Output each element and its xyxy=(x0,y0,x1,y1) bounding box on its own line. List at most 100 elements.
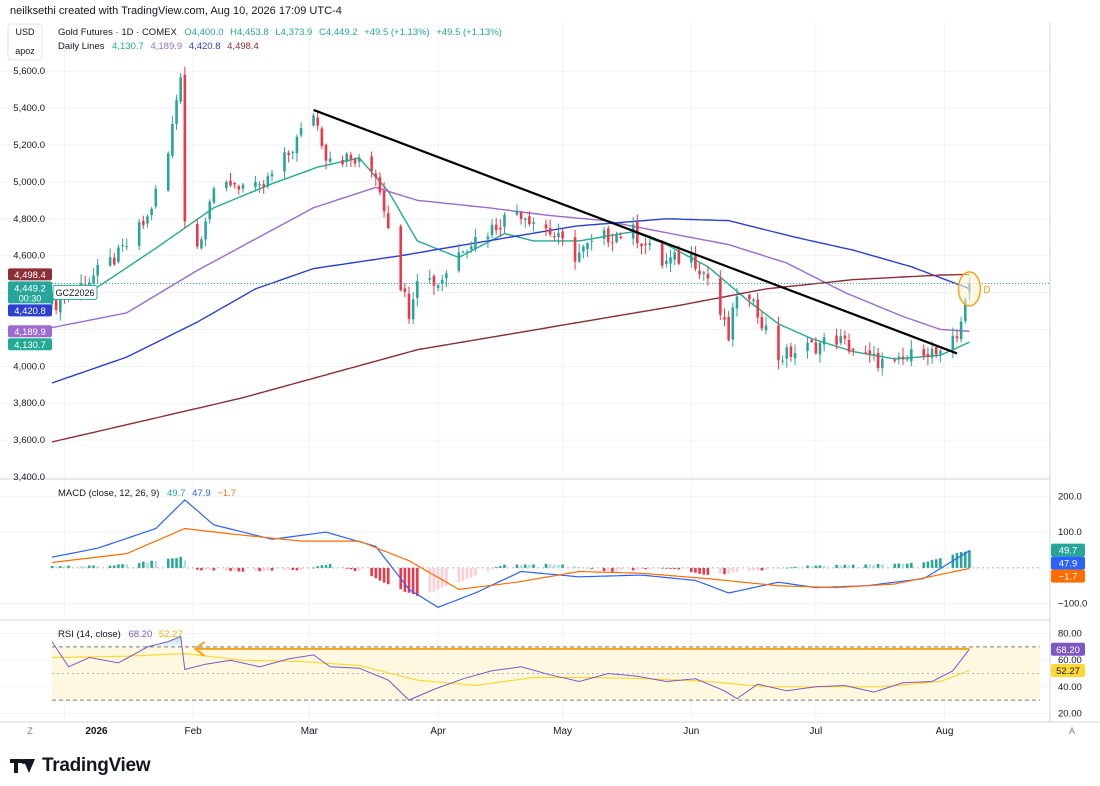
candle-body xyxy=(777,325,780,361)
price-tick-label: 5,400.0 xyxy=(13,103,45,114)
candle-body xyxy=(166,153,170,191)
rsi-legend-label: RSI (14, close) xyxy=(58,629,121,640)
candle-body xyxy=(117,247,120,263)
rsi-tags: 68.20 52.27 xyxy=(1051,642,1085,677)
candle-body xyxy=(897,356,901,360)
macd-histogram-bar xyxy=(677,567,681,570)
candle-body xyxy=(108,257,112,266)
candle-body xyxy=(872,353,876,355)
price-tick-label: 5,600.0 xyxy=(13,66,45,77)
price-scale[interactable]: 3,400.03,600.03,800.04,000.04,200.04,400… xyxy=(13,66,45,483)
macd-histogram-bar xyxy=(590,567,593,569)
macd-histogram-bar xyxy=(386,567,390,585)
price-tag-label: 4,498.4 xyxy=(14,270,46,281)
candle-body xyxy=(254,181,257,188)
macd-histogram-bar xyxy=(67,565,70,568)
macd-histogram-bar xyxy=(179,556,182,568)
macd-histogram-bar xyxy=(92,565,95,568)
candle-body xyxy=(694,253,697,269)
rsi-scale[interactable]: 80.00 60.00 40.00 20.00 xyxy=(1058,629,1082,720)
candle-body xyxy=(382,190,386,212)
scale-label: apoz xyxy=(15,46,35,56)
macd-histogram-bar xyxy=(411,567,415,595)
macd-histogram-bar xyxy=(270,567,274,571)
time-axis-corner-right[interactable]: A xyxy=(1069,726,1075,736)
time-axis-label: Feb xyxy=(185,726,203,737)
macd-histogram-bar xyxy=(557,564,560,568)
currency-badge[interactable] xyxy=(7,23,43,61)
candle-body xyxy=(171,123,174,156)
macd-histogram-bar xyxy=(196,567,199,570)
candle-body xyxy=(440,280,444,284)
macd-histogram-bar xyxy=(108,565,112,568)
footer: TradingView xyxy=(0,744,1100,786)
macd-histogram-bar xyxy=(822,566,826,568)
macd-histogram-bar xyxy=(606,567,610,571)
candle-body xyxy=(963,299,967,321)
candle-body xyxy=(698,270,701,275)
time-axis-corner-left[interactable]: Z xyxy=(27,726,33,736)
rsi-tick-label: 80.00 xyxy=(1058,629,1082,640)
svg-text:Gold Futures · 1D · COMEX: Gold Futures · 1D · COMEX O4,400.0 H4,45… xyxy=(58,27,502,38)
macd-histogram-bar xyxy=(698,567,701,574)
macd-histogram-bar xyxy=(299,567,303,570)
legend-change-2: +49.5 (+1.13%) xyxy=(436,27,502,38)
time-axis-label: Jun xyxy=(683,726,699,737)
candle-body xyxy=(731,307,735,340)
macd-histogram-bar xyxy=(79,565,83,568)
macd-histogram-bar xyxy=(407,567,411,593)
macd-histogram-bar xyxy=(262,567,266,571)
time-axis[interactable]: 2026 Feb Mar Apr May Jun Jul Aug xyxy=(85,726,953,737)
macd-tag-label: −1.7 xyxy=(1059,572,1078,583)
candle-body xyxy=(905,358,909,360)
candle-body xyxy=(407,293,411,320)
tradingview-logo[interactable]: TradingView xyxy=(10,755,151,777)
candle-body xyxy=(270,173,274,177)
candle-body xyxy=(532,222,535,224)
macd-scale[interactable]: 200.0 100.0 −100.0 xyxy=(1058,491,1087,609)
macd-histogram-bar xyxy=(851,564,855,568)
candle-body xyxy=(469,246,473,250)
macd-histogram-bar xyxy=(445,567,448,587)
candle-body xyxy=(345,153,349,162)
macd-histogram-bar xyxy=(781,567,784,569)
candle-body xyxy=(606,228,610,243)
price-tag-countdown: 00:30 xyxy=(19,293,42,303)
candle-body xyxy=(573,237,577,262)
legend-sma100: 4,420.8 xyxy=(189,41,221,52)
candle-body xyxy=(416,281,419,298)
rsi-legend-rsi: 68.20 xyxy=(128,629,152,640)
time-axis-label: Jul xyxy=(809,726,822,737)
candle-body xyxy=(544,224,548,229)
candle-body xyxy=(959,321,963,340)
macd-histogram-bar xyxy=(959,552,963,568)
macd-histogram-bar xyxy=(665,567,668,569)
macd-histogram-bar xyxy=(897,563,901,568)
candle-body xyxy=(436,285,440,289)
candle-body xyxy=(752,299,755,302)
macd-histogram-bar xyxy=(602,567,606,572)
candle-body xyxy=(229,180,232,186)
macd-legend-label: MACD (close, 12, 26, 9) xyxy=(58,488,159,499)
candle-body xyxy=(818,342,822,355)
macd-histogram-bar xyxy=(241,567,245,572)
highlight-ellipse[interactable] xyxy=(957,271,982,307)
macd-histogram-bar xyxy=(577,566,581,568)
candle-body xyxy=(847,340,851,352)
macd-histogram-bar xyxy=(789,567,793,569)
macd-histogram-bar xyxy=(137,563,141,568)
macd-histogram-bar xyxy=(440,567,444,588)
chart-canvas[interactable]: D 3,400.03,600.03,800.04,000.04,200.04,4… xyxy=(0,22,1100,744)
candle-body xyxy=(262,184,266,187)
macd-histogram-bar xyxy=(428,567,432,593)
macd-histogram-bar xyxy=(901,563,905,568)
macd-histogram-bar xyxy=(955,552,959,568)
trendline[interactable] xyxy=(313,108,958,355)
macd-histogram-bar xyxy=(573,566,577,568)
macd-histogram-bar xyxy=(669,567,672,569)
candle-body xyxy=(706,274,710,279)
macd-histogram-bar xyxy=(847,565,851,568)
macd-histogram-bar xyxy=(183,560,187,568)
macd-histogram-bar xyxy=(146,562,149,568)
macd-histogram-bar xyxy=(561,564,564,568)
